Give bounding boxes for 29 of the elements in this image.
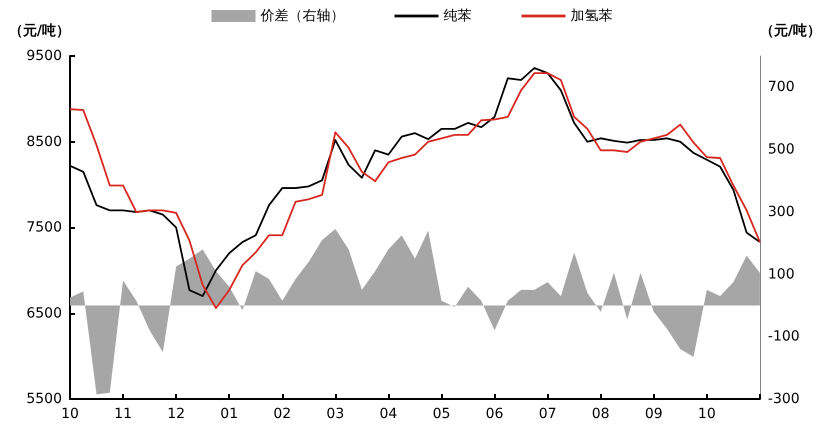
legend-label: 价差（右轴）	[260, 8, 344, 24]
legend-label: 加氢苯	[570, 8, 612, 24]
x-tick-label: 10	[61, 406, 79, 422]
y-axis-title: （元/吨）	[8, 23, 70, 39]
x-tick-label: 07	[538, 406, 557, 422]
y2-tick-label: 300	[768, 204, 795, 220]
x-tick-label: 03	[326, 406, 344, 422]
x-tick-label: 05	[432, 406, 450, 422]
y2-tick-label: 100	[768, 266, 795, 282]
y-tick-label: 7500	[26, 220, 62, 236]
x-tick-label: 10	[698, 406, 716, 422]
y-tick-label: 5500	[26, 391, 62, 407]
y2-tick-label: -100	[768, 328, 800, 345]
x-tick-label: 12	[167, 406, 186, 422]
y2-tick-label: -300	[768, 391, 800, 407]
x-tick-label: 09	[644, 406, 663, 422]
y-tick-label: 8500	[26, 134, 62, 150]
y-tick-label: 6500	[26, 305, 62, 322]
x-tick-label: 02	[273, 406, 292, 422]
y2-axis-title: （元/吨）	[760, 23, 822, 39]
x-tick-label: 04	[379, 406, 398, 422]
x-tick-label: 08	[592, 406, 610, 422]
x-tick-label: 01	[220, 406, 238, 422]
x-tick-label: 11	[114, 406, 132, 422]
y2-tick-label: 500	[768, 142, 795, 158]
x-tick-label: 06	[486, 406, 504, 422]
y-tick-label: 9500	[26, 48, 62, 64]
y2-tick-label: 700	[768, 79, 795, 96]
legend-label: 纯苯	[444, 8, 472, 24]
